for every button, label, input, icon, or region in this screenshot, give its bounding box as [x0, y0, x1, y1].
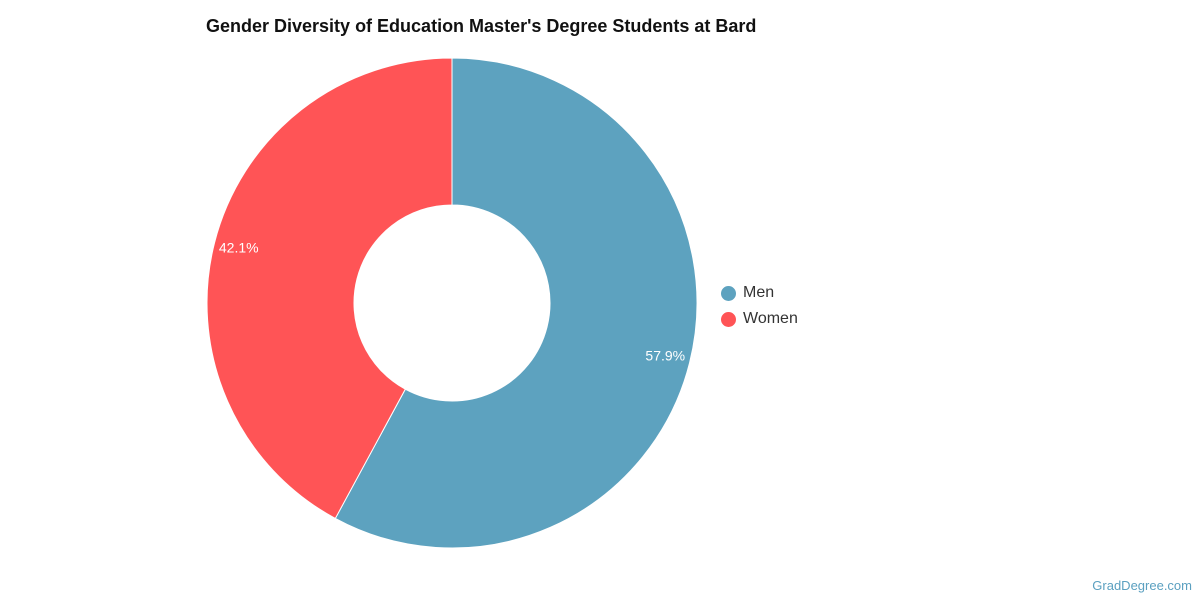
donut-slice-men[interactable]: [334, 57, 698, 549]
legend-swatch-women: [721, 311, 736, 327]
legend-swatch-men: [721, 285, 736, 301]
donut-slice-women[interactable]: [206, 57, 453, 520]
legend-item-women[interactable]: Women: [721, 306, 798, 332]
slice-label-men: 57.9%: [645, 348, 685, 364]
slice-label-women: 42.1%: [219, 240, 259, 256]
chart-legend: Men Women: [721, 280, 798, 332]
chart-title: Gender Diversity of Education Master's D…: [206, 16, 757, 36]
legend-label-women: Women: [743, 310, 798, 327]
legend-label-men: Men: [743, 284, 775, 301]
legend-item-men[interactable]: Men: [721, 280, 798, 306]
site-watermark[interactable]: GradDegree.com: [1092, 578, 1192, 593]
